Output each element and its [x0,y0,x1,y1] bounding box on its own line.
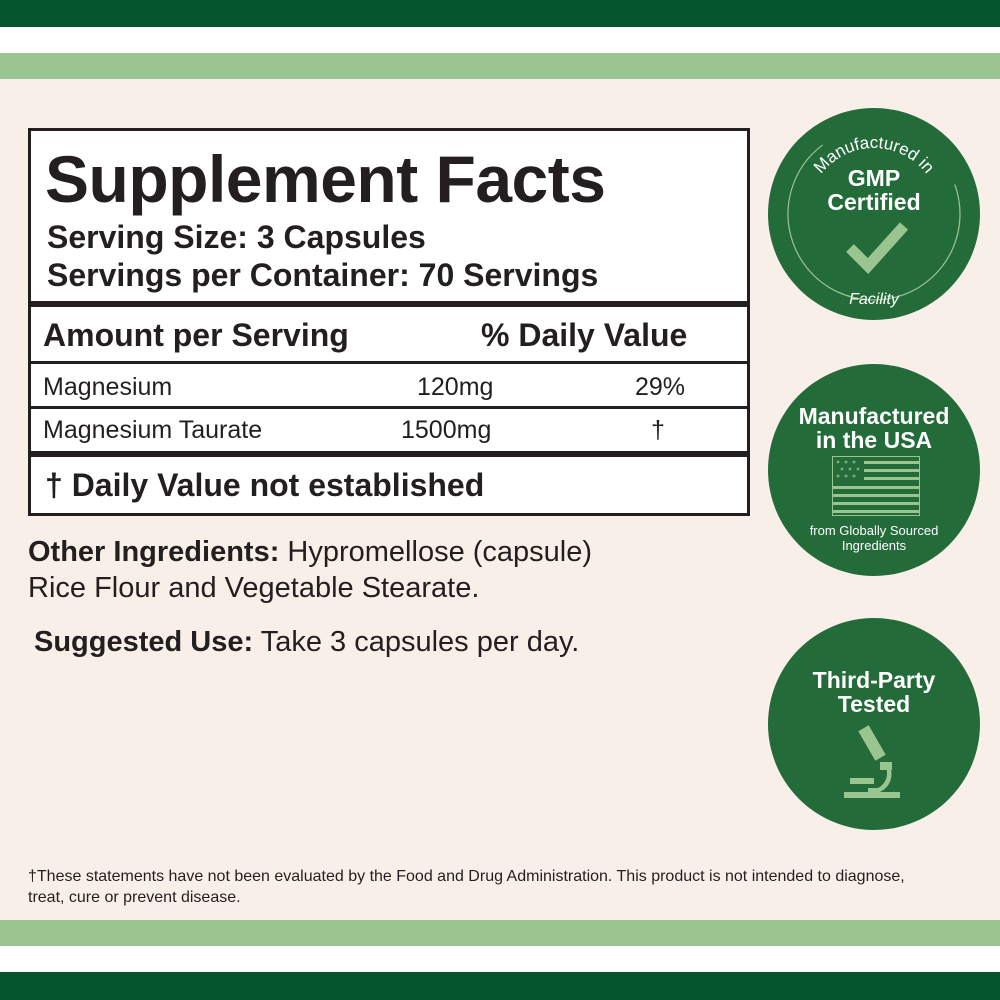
other-ingredients-text2: Rice Flour and Vegetable Stearate. [28,572,480,604]
bottom-dark-stripe [0,972,1000,1000]
servings-per-container: Servings per Container: 70 Servings [47,257,599,293]
badge-title-1: Third-Party [812,667,936,693]
divider [31,406,747,409]
badge-title-1: GMP [847,165,901,191]
made-in-usa-badge: Manufactured in the USA from Globally So… [768,364,980,576]
nutrient-amount: 1500mg [401,416,492,444]
third-party-tested-badge: Third-Party Tested [768,618,980,830]
nutrient-dv: 29% [635,373,686,401]
badge-bottom-arc: Facility [849,291,900,308]
suggested-use-text: Take 3 capsules per day. [253,626,580,658]
facts-title: Supplement Facts [45,142,606,216]
other-ingredients-label: Other Ingredients: [28,536,280,568]
divider [31,301,747,307]
divider [31,361,747,364]
nutrient-dv: † [651,416,665,444]
badge-title-2: Tested [837,691,911,717]
suggested-use-label: Suggested Use: [34,626,254,658]
nutrient-name: Magnesium Taurate [43,416,263,444]
header-amount: Amount per Serving [43,317,349,353]
badge-ring: Manufactured in Facility [787,127,961,308]
footnote: † Daily Value not established [45,467,485,503]
bottom-light-stripe [0,920,1000,946]
nutrient-name: Magnesium [43,373,173,401]
top-light-stripe [0,53,1000,79]
top-white-stripe [0,27,1000,53]
top-dark-stripe [0,0,1000,27]
checkmark-icon [846,222,909,274]
divider [31,451,747,457]
badge-title-2: in the USA [815,427,933,453]
badge-sub-2: Ingredients [841,538,907,553]
badge-title-1: Manufactured [798,403,950,429]
suggested-use: Suggested Use: Take 3 capsules per day. [34,624,579,660]
badge-title-2: Certified [827,189,921,215]
bottom-white-stripe [0,946,1000,972]
supplement-facts-panel: Supplement Facts Serving Size: 3 Capsule… [28,128,750,516]
other-ingredients-text: Hypromellose (capsule) [279,536,593,568]
fda-disclaimer: †These statements have not been evaluate… [28,868,905,906]
microscope-icon [844,725,900,798]
table-row: Magnesium Taurate 1500mg † [31,407,747,449]
other-ingredients: Other Ingredients: Hypromellose (capsule… [28,534,592,606]
gmp-certified-badge: Manufactured in Facility GMP Certified [768,108,980,320]
us-flag-icon [832,456,920,516]
serving-size: Serving Size: 3 Capsules [47,219,426,255]
badge-sub-1: from Globally Sourced [809,523,939,538]
header-daily-value: % Daily Value [481,317,688,353]
nutrient-amount: 120mg [417,373,494,401]
table-row: Magnesium 120mg 29% [31,364,747,406]
